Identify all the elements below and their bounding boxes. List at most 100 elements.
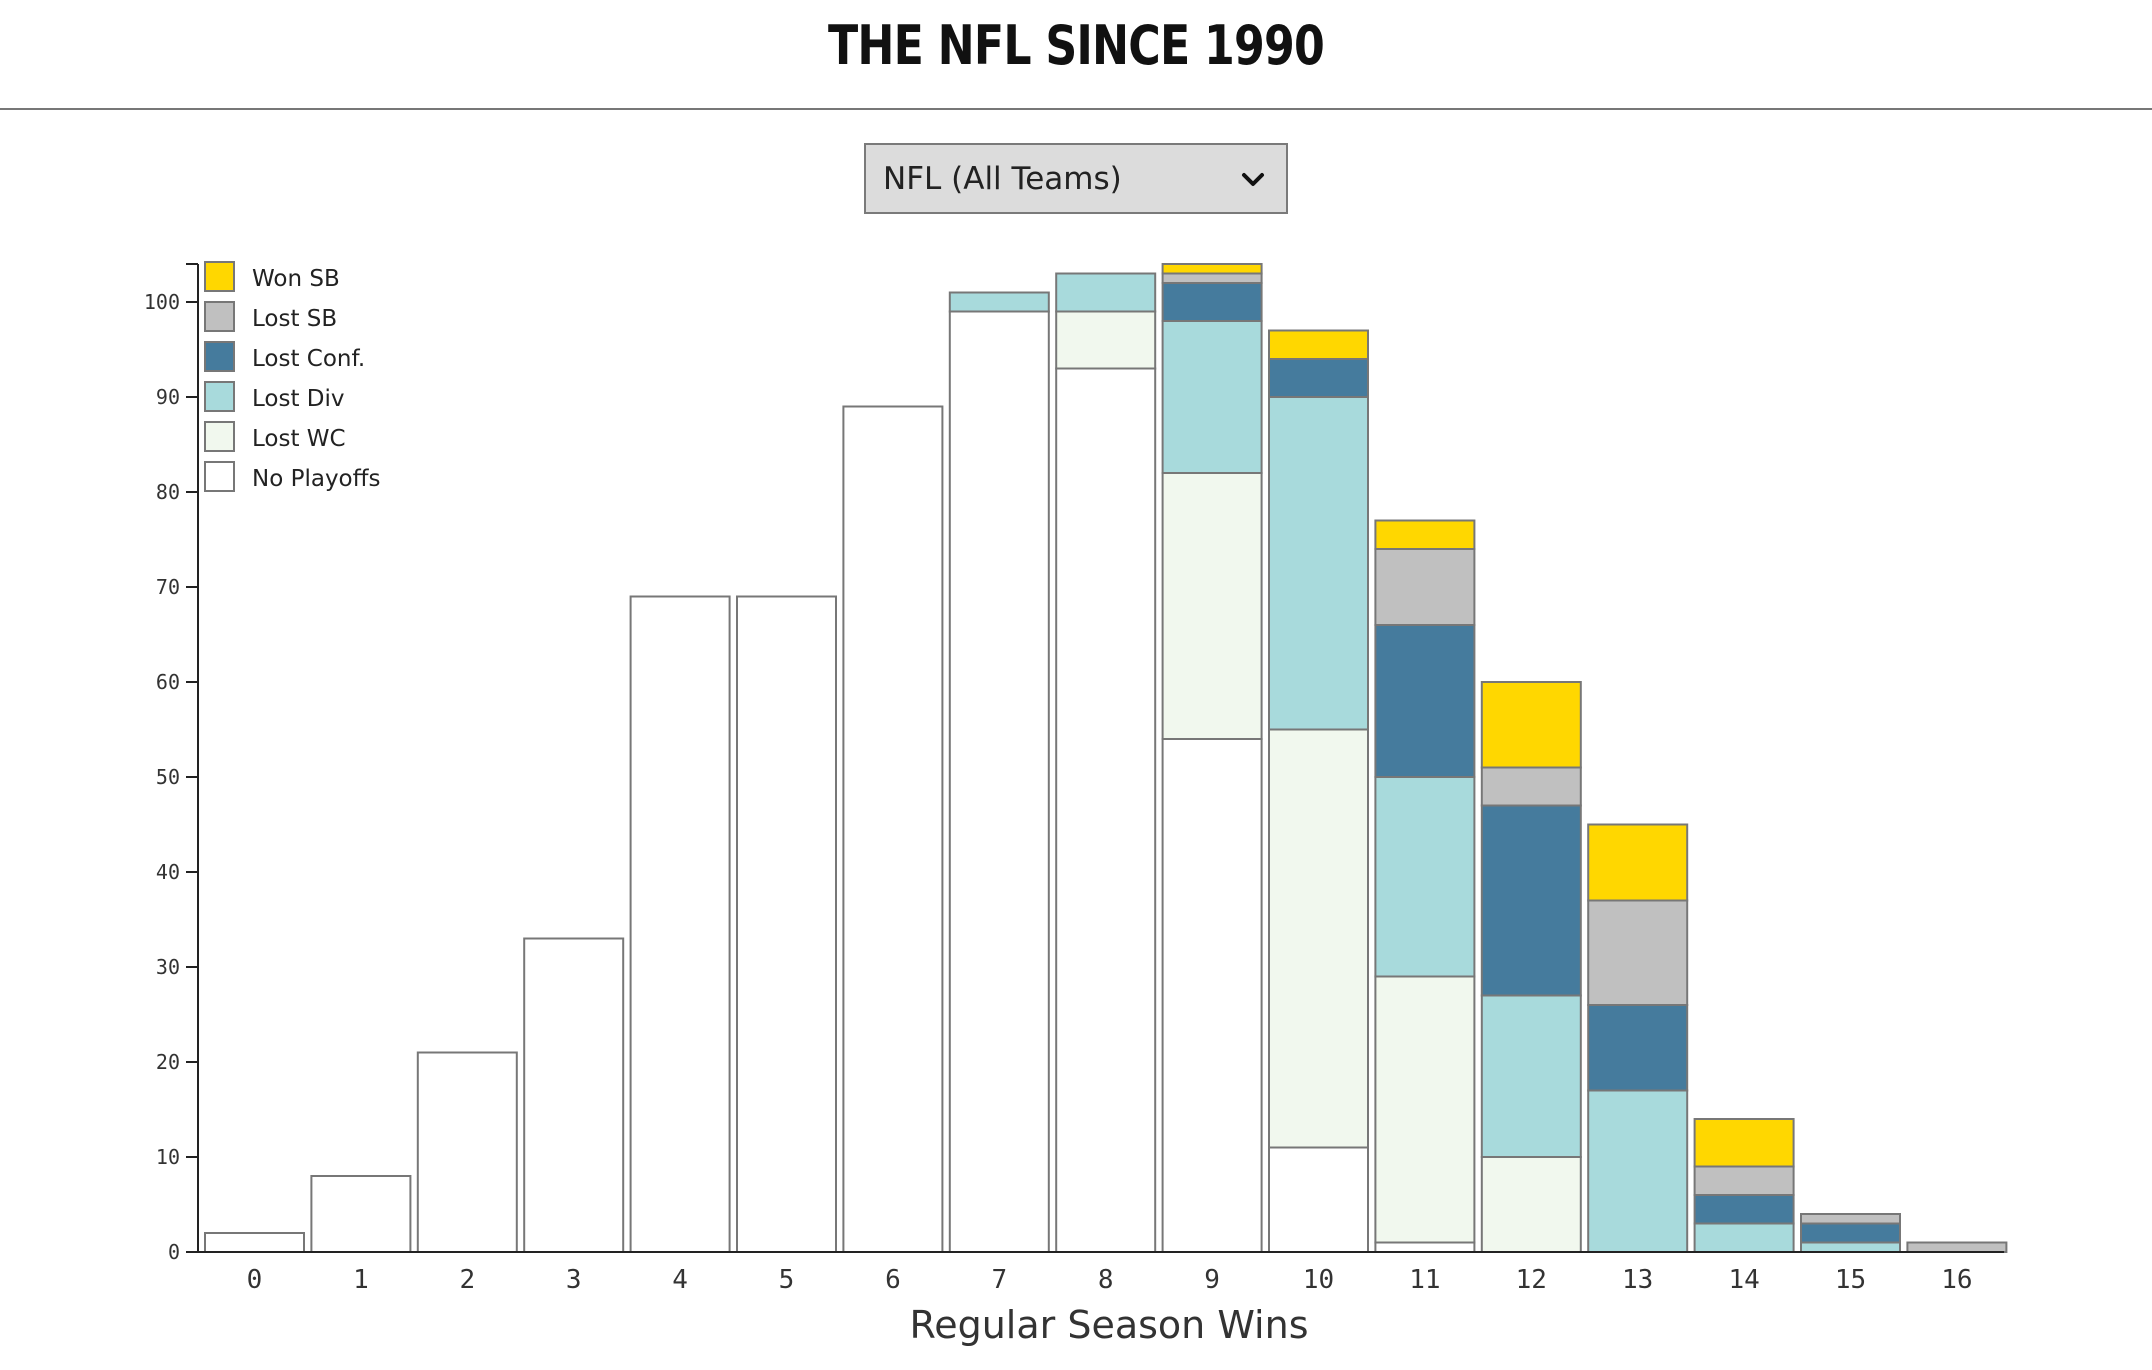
bar-segment-lost-div-15[interactable]: [1800, 1241, 1901, 1253]
x-tick-label: 9: [1204, 1265, 1220, 1295]
bar-segment-lost-div-13[interactable]: [1587, 1089, 1689, 1253]
legend-item-lost-sb: Lost SB: [204, 301, 337, 332]
bar-stack-4-wins[interactable]: [629, 595, 731, 1253]
bar-segment-no-playoffs-3[interactable]: [523, 937, 625, 1253]
page-header: THE NFL SINCE 1990: [0, 0, 2152, 110]
bar-segment-no-playoffs-0[interactable]: [204, 1232, 305, 1253]
bar-segment-lost-sb-14[interactable]: [1693, 1165, 1795, 1196]
bar-segment-no-playoffs-1[interactable]: [310, 1175, 412, 1253]
y-tick-label: 90: [156, 385, 180, 409]
bar-stack-14-wins[interactable]: [1693, 1118, 1795, 1253]
bar-segment-lost-sb-16[interactable]: [1906, 1241, 2008, 1253]
x-tick-label: 14: [1728, 1265, 1759, 1295]
bar-segment-lost-div-11[interactable]: [1374, 776, 1476, 978]
bar-segment-won-sb-10[interactable]: [1268, 329, 1369, 360]
bar-stack-16-wins[interactable]: [1906, 1241, 2008, 1253]
x-axis-label: Regular Season Wins: [910, 1303, 1309, 1347]
bar-stack-15-wins[interactable]: [1800, 1213, 1901, 1253]
bar-stack-12-wins[interactable]: [1480, 681, 1582, 1253]
bar-segment-lost-wc-11[interactable]: [1374, 975, 1476, 1244]
y-tick-label: 0: [168, 1240, 180, 1264]
bar-stack-2-wins[interactable]: [416, 1051, 518, 1253]
legend-label: Won SB: [252, 266, 340, 292]
bar-stack-1-wins[interactable]: [310, 1175, 412, 1253]
legend-swatch: [204, 421, 235, 452]
bar-segment-no-playoffs-9[interactable]: [1161, 738, 1263, 1253]
bar-segment-won-sb-11[interactable]: [1374, 519, 1476, 550]
bar-segment-lost-conf-12[interactable]: [1480, 804, 1582, 997]
y-tick-label: 10: [156, 1145, 180, 1169]
bar-segment-lost-div-9[interactable]: [1161, 320, 1263, 474]
bar-stack-3-wins[interactable]: [523, 937, 625, 1253]
bar-segment-lost-conf-10[interactable]: [1268, 358, 1369, 398]
legend-label: Lost Conf.: [252, 346, 365, 372]
x-tick-label: 5: [779, 1265, 795, 1295]
bar-segment-no-playoffs-8[interactable]: [1055, 367, 1157, 1253]
bar-segment-lost-div-7[interactable]: [948, 291, 1050, 313]
x-tick-label: 6: [885, 1265, 901, 1295]
bar-segment-lost-wc-10[interactable]: [1268, 728, 1369, 1149]
bar-segment-lost-conf-15[interactable]: [1800, 1222, 1901, 1244]
bar-segment-no-playoffs-11[interactable]: [1374, 1241, 1476, 1253]
x-axis: 0 1 2 3 4 5 6 7 8 9 10 11 12 13 14 15 16: [198, 1251, 2004, 1295]
bar-segment-no-playoffs-4[interactable]: [629, 595, 731, 1253]
bar-segment-lost-conf-13[interactable]: [1587, 1004, 1689, 1092]
bar-stack-6-wins[interactable]: [842, 405, 944, 1253]
bar-segment-won-sb-9[interactable]: [1161, 263, 1263, 275]
bar-segment-lost-wc-12[interactable]: [1480, 1156, 1582, 1253]
y-axis: 0 10 20 30 40 50 60 70 80 90 100: [144, 263, 199, 1264]
bar-segment-lost-sb-15[interactable]: [1800, 1213, 1901, 1225]
x-tick-label: 3: [566, 1265, 582, 1295]
bar-segment-lost-div-8[interactable]: [1055, 272, 1157, 313]
bar-stack-5-wins[interactable]: [736, 595, 837, 1253]
bar-stack-13-wins[interactable]: [1587, 823, 1689, 1253]
x-tick-label: 16: [1941, 1265, 1972, 1295]
bar-segment-lost-conf-11[interactable]: [1374, 624, 1476, 778]
x-tick-label: 10: [1303, 1265, 1334, 1295]
team-filter-selected-value: NFL (All Teams): [883, 161, 1122, 197]
page-title: THE NFL SINCE 1990: [828, 14, 1325, 77]
team-filter-select[interactable]: NFL (All Teams): [864, 143, 1288, 214]
bar-segment-won-sb-13[interactable]: [1587, 823, 1689, 902]
x-tick-label: 12: [1516, 1265, 1547, 1295]
y-tick-label: 100: [144, 290, 180, 314]
x-tick-label: 11: [1409, 1265, 1440, 1295]
bar-segment-no-playoffs-2[interactable]: [416, 1051, 518, 1253]
bar-segment-lost-sb-11[interactable]: [1374, 548, 1476, 626]
chevron-down-icon: [1242, 173, 1264, 186]
bar-segment-no-playoffs-7[interactable]: [948, 310, 1050, 1253]
bar-segment-lost-div-14[interactable]: [1693, 1222, 1795, 1253]
bar-segment-lost-wc-9[interactable]: [1161, 472, 1263, 740]
bar-segment-no-playoffs-10[interactable]: [1268, 1146, 1369, 1253]
legend-label: Lost SB: [252, 306, 337, 332]
bar-segment-lost-sb-9[interactable]: [1161, 272, 1263, 284]
legend-label: No Playoffs: [252, 466, 380, 492]
bar-stack-8-wins[interactable]: [1055, 272, 1157, 1253]
legend: Won SB Lost SB Lost Conf. Lost Div Lost WC No…: [204, 261, 380, 492]
bar-segment-no-playoffs-6[interactable]: [842, 405, 944, 1253]
bar-stack-0-wins[interactable]: [204, 1232, 305, 1253]
bar-stack-7-wins[interactable]: [948, 291, 1050, 1253]
legend-swatch: [204, 341, 235, 372]
bar-segment-no-playoffs-5[interactable]: [736, 595, 837, 1253]
legend-item-lost-conf: Lost Conf.: [204, 341, 365, 372]
x-tick-label: 0: [247, 1265, 263, 1295]
y-tick-label: 40: [156, 860, 180, 884]
bar-segment-lost-conf-9[interactable]: [1161, 282, 1263, 322]
x-tick-label: 4: [672, 1265, 688, 1295]
bar-segment-lost-div-10[interactable]: [1268, 396, 1369, 731]
bar-segment-won-sb-14[interactable]: [1693, 1118, 1795, 1168]
y-tick-label: 20: [156, 1050, 180, 1074]
legend-item-no-playoffs: No Playoffs: [204, 461, 380, 492]
bar-segment-lost-conf-14[interactable]: [1693, 1194, 1795, 1225]
bar-stack-10-wins[interactable]: [1268, 329, 1369, 1253]
bar-segment-won-sb-12[interactable]: [1480, 681, 1582, 769]
x-tick-label: 1: [353, 1265, 369, 1295]
bar-segment-lost-sb-13[interactable]: [1587, 899, 1689, 1006]
y-tick-label: 80: [156, 480, 180, 504]
bar-segment-lost-wc-8[interactable]: [1055, 310, 1157, 370]
bar-segment-lost-div-12[interactable]: [1480, 994, 1582, 1158]
bar-stack-9-wins[interactable]: [1161, 263, 1263, 1253]
bar-stack-11-wins[interactable]: [1374, 519, 1476, 1253]
bar-segment-lost-sb-12[interactable]: [1480, 766, 1582, 807]
